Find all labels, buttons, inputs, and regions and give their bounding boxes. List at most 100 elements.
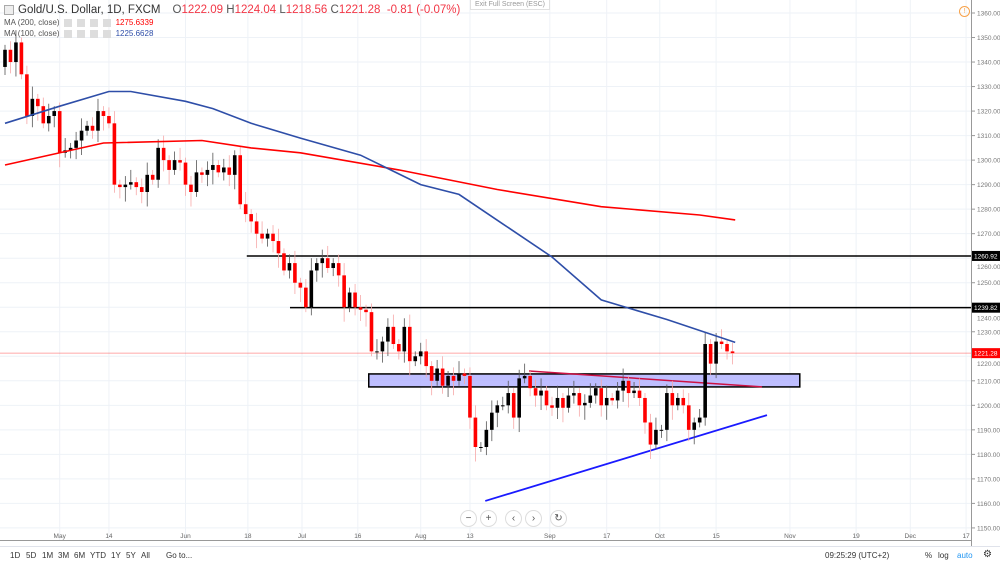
settings-icon[interactable] (76, 29, 85, 38)
candle-up (386, 326, 390, 342)
price-tick-label: 1260.00 (977, 264, 1000, 271)
price-tick-label: 1190.00 (977, 427, 1000, 434)
candle-up (375, 351, 379, 353)
zoom-out-button[interactable]: − (460, 510, 477, 527)
gear-icon[interactable]: ⚙ (983, 549, 992, 560)
candle-down (364, 309, 368, 313)
candle-up (446, 375, 450, 386)
goto-button[interactable]: Go to... (166, 551, 193, 560)
indicator-ma100[interactable]: MA (100, close) 1225.6628 (4, 29, 154, 38)
indicator-ma200[interactable]: MA (200, close) 1275.6339 (4, 18, 154, 27)
price-tick-label: 1340.00 (977, 60, 1000, 67)
candle-up (506, 393, 511, 406)
price-axis[interactable]: 1150.00 1160.00 1170.00 1180.00 1190.00 1200.… (972, 11, 1000, 533)
settings-icon[interactable] (76, 18, 85, 27)
candle-down (167, 160, 171, 170)
range-1d[interactable]: 1D (10, 551, 21, 560)
auto-toggle[interactable]: auto (957, 551, 973, 560)
candle-down (533, 388, 538, 396)
candle-down (599, 388, 604, 406)
candle-down (254, 221, 259, 234)
candle-down (369, 312, 374, 352)
candle-down (670, 393, 675, 406)
candle-up (156, 147, 160, 180)
candle-up (194, 172, 199, 192)
range-1y[interactable]: 1Y (111, 551, 121, 560)
zoom-in-button[interactable]: + (480, 510, 497, 527)
range-all[interactable]: All (141, 551, 150, 560)
candle-down (325, 258, 330, 269)
price-tick-label: 1210.00 (977, 378, 1000, 385)
percent-toggle[interactable]: % (925, 551, 933, 560)
scroll-left-button[interactable]: ‹ (505, 510, 522, 527)
level-price-label: 1239.82 (974, 305, 998, 312)
exit-fullscreen-button[interactable]: Exit Full Screen (ESC) (470, 0, 551, 10)
candle-down (730, 351, 735, 354)
reset-chart-button[interactable]: ↻ (550, 510, 567, 527)
candle-up (566, 395, 571, 408)
candle-down (511, 393, 516, 418)
price-tick-label: 1180.00 (977, 452, 1000, 459)
log-toggle[interactable]: log (938, 551, 949, 560)
range-3m[interactable]: 3M (58, 551, 70, 560)
candle-down (243, 204, 248, 215)
candle-down (358, 307, 363, 310)
price-tick-label: 1220.00 (977, 361, 1000, 368)
date-tick-label: Oct (655, 533, 665, 540)
candle-down (101, 111, 106, 116)
candle-down (637, 390, 642, 398)
candle-down (440, 368, 445, 386)
candle-up (205, 169, 210, 175)
close-icon[interactable] (102, 29, 111, 38)
range-ytd[interactable]: YTD (90, 551, 106, 560)
candle-up (588, 395, 593, 403)
candle-up (555, 397, 560, 408)
candle-up (457, 373, 461, 381)
candle-down (681, 397, 686, 406)
level-price-label: 1260.92 (974, 253, 998, 260)
date-tick-label: 17 (962, 533, 970, 540)
range-1m[interactable]: 1M (42, 551, 54, 560)
candle-down (468, 375, 472, 418)
price-tick-label: 1160.00 (977, 501, 1000, 508)
support-resistance-zone (368, 373, 801, 388)
candle-down (216, 165, 221, 173)
candle-down (260, 233, 264, 239)
price-tick-label: 1310.00 (977, 133, 1000, 140)
symbol-title[interactable]: Gold/U.S. Dollar, 1D, FXCM (18, 4, 161, 16)
visibility-icon[interactable] (63, 29, 72, 38)
price-tick-label: 1240.00 (977, 316, 1000, 323)
candle-up (435, 368, 439, 381)
candle-down (336, 263, 341, 276)
candle-up (129, 182, 133, 185)
candle-up (665, 393, 669, 430)
candle-down (189, 184, 193, 192)
candle-down (25, 74, 29, 116)
visibility-icon[interactable] (63, 18, 72, 27)
range-5y[interactable]: 5Y (126, 551, 136, 560)
more-icon[interactable] (89, 29, 98, 38)
alert-clock-icon[interactable]: ! (959, 6, 970, 17)
candle-down (293, 263, 297, 283)
date-tick-label: 14 (105, 533, 113, 540)
price-chart[interactable]: 1150.00 1160.00 1170.00 1180.00 1190.00 1200.… (0, 0, 1000, 546)
candle-up (68, 147, 73, 151)
candle-down (90, 125, 95, 131)
candle-down (391, 326, 396, 345)
candle-up (632, 390, 636, 394)
scroll-right-button[interactable]: › (525, 510, 542, 527)
more-icon[interactable] (89, 18, 98, 27)
candle-up (615, 390, 620, 401)
price-tick-label: 1280.00 (977, 207, 1000, 214)
range-6m[interactable]: 6M (74, 551, 86, 560)
range-5d[interactable]: 5D (26, 551, 37, 560)
candle-up (413, 356, 418, 362)
drawings[interactable] (0, 255, 971, 502)
ma200-line (4, 139, 736, 221)
candle-down (429, 366, 434, 381)
close-icon[interactable] (102, 18, 111, 27)
time-axis[interactable]: May 14 Jun 18 Jul 16 Aug 13 Sep 17 Oct 15 Nov 19 Dec 17 (54, 533, 971, 540)
candle-up (495, 405, 500, 413)
candle-up (74, 140, 78, 148)
collapse-icon[interactable] (4, 5, 14, 15)
